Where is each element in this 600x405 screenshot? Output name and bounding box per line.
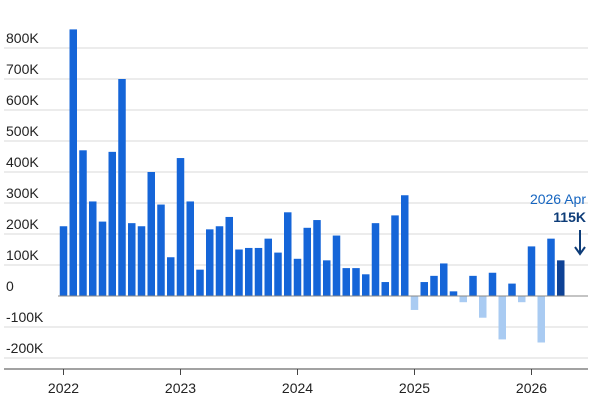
bar-2026-jan <box>527 246 536 296</box>
y-tick-label: 300K <box>6 185 39 201</box>
bar-2022-jun <box>108 151 116 296</box>
x-tick-label: 2025 <box>399 380 430 396</box>
bar-2023-apr <box>206 229 214 296</box>
y-axis-labels: 800K 700K 600K 500K 400K 300K 200K 100K 0 -100K -2… <box>6 30 44 356</box>
bar-2023-oct <box>264 238 272 296</box>
bar-2024-jan <box>293 258 302 296</box>
bar-2024-may <box>332 235 341 296</box>
bar-2023-jan <box>176 158 185 296</box>
y-tick-label: -100K <box>6 309 44 325</box>
bar-2025-dec <box>518 296 526 303</box>
y-tick-label: 400K <box>6 154 39 170</box>
bar-2022-apr <box>89 201 97 296</box>
y-tick-label: -200K <box>6 340 44 356</box>
bar-2022-aug <box>128 223 136 296</box>
bar-2024-jul <box>352 268 360 296</box>
bar-2022-oct <box>147 172 155 296</box>
x-tick-label: 2022 <box>48 380 79 396</box>
bar-2022-may <box>98 221 107 296</box>
bar-2023-may <box>215 226 224 296</box>
bar-2024-mar <box>313 220 321 296</box>
annotation-value-label: 115K <box>553 209 586 225</box>
bar-2022-jul <box>118 79 126 296</box>
down-arrow-icon <box>574 230 586 256</box>
bar-2025-nov <box>508 283 516 296</box>
bar-2025-may <box>449 291 458 296</box>
y-tick-label: 500K <box>6 123 39 139</box>
bar-2023-mar <box>196 269 204 296</box>
bar-2025-apr <box>440 263 448 296</box>
bar-2024-nov <box>391 215 399 296</box>
bar-2023-sep <box>254 247 263 296</box>
x-axis: 2022 2023 2024 2025 2026 <box>4 295 588 396</box>
bar-2022-dec <box>167 257 175 296</box>
y-tick-label: 600K <box>6 92 39 108</box>
bar-2024-sep <box>371 223 380 296</box>
annotation-date-label: 2026 Apr <box>530 191 586 207</box>
bar-2023-jul <box>235 249 243 296</box>
bar-2025-aug <box>479 296 487 318</box>
bar-2024-oct <box>381 282 389 296</box>
bar-2023-dec <box>284 212 292 296</box>
bars <box>59 29 565 343</box>
x-tick-label: 2023 <box>165 380 196 396</box>
y-tick-label: 200K <box>6 216 39 232</box>
y-tick-label: 100K <box>6 247 39 263</box>
bar-2023-feb <box>186 201 194 296</box>
bar-2022-mar <box>79 150 87 296</box>
bar-2023-jun <box>225 216 233 296</box>
bar-2024-feb <box>303 227 311 296</box>
x-tick-label: 2026 <box>516 380 547 396</box>
bar-2025-jul <box>469 275 477 296</box>
bar-2025-sep <box>488 272 497 296</box>
bar-2022-feb <box>69 29 77 297</box>
latest-annotation: 2026 Apr 115K <box>530 191 586 256</box>
bar-2026-feb <box>537 296 545 343</box>
bar-2022-jan <box>59 226 68 296</box>
bar-2022-nov <box>157 204 165 296</box>
bar-2022-sep <box>137 226 146 296</box>
bar-2026-mar <box>547 238 555 296</box>
bar-2025-mar <box>430 275 438 296</box>
y-tick-label: 800K <box>6 30 39 46</box>
bar-2024-aug <box>362 274 370 296</box>
y-tick-label: 700K <box>6 61 39 77</box>
bar-2025-oct <box>498 296 506 340</box>
bar-2025-jan <box>410 296 419 310</box>
bar-2024-dec <box>401 195 409 296</box>
bar-2023-nov <box>274 252 282 296</box>
bar-2023-aug <box>245 247 253 296</box>
bar-2026-apr <box>557 260 565 296</box>
bar-2025-feb <box>420 282 428 296</box>
bar-2024-apr <box>323 260 331 296</box>
bar-2025-jun <box>459 296 467 303</box>
x-tick-label: 2024 <box>282 380 313 396</box>
bar-2024-jun <box>342 268 350 296</box>
y-tick-label: 0 <box>6 278 14 294</box>
